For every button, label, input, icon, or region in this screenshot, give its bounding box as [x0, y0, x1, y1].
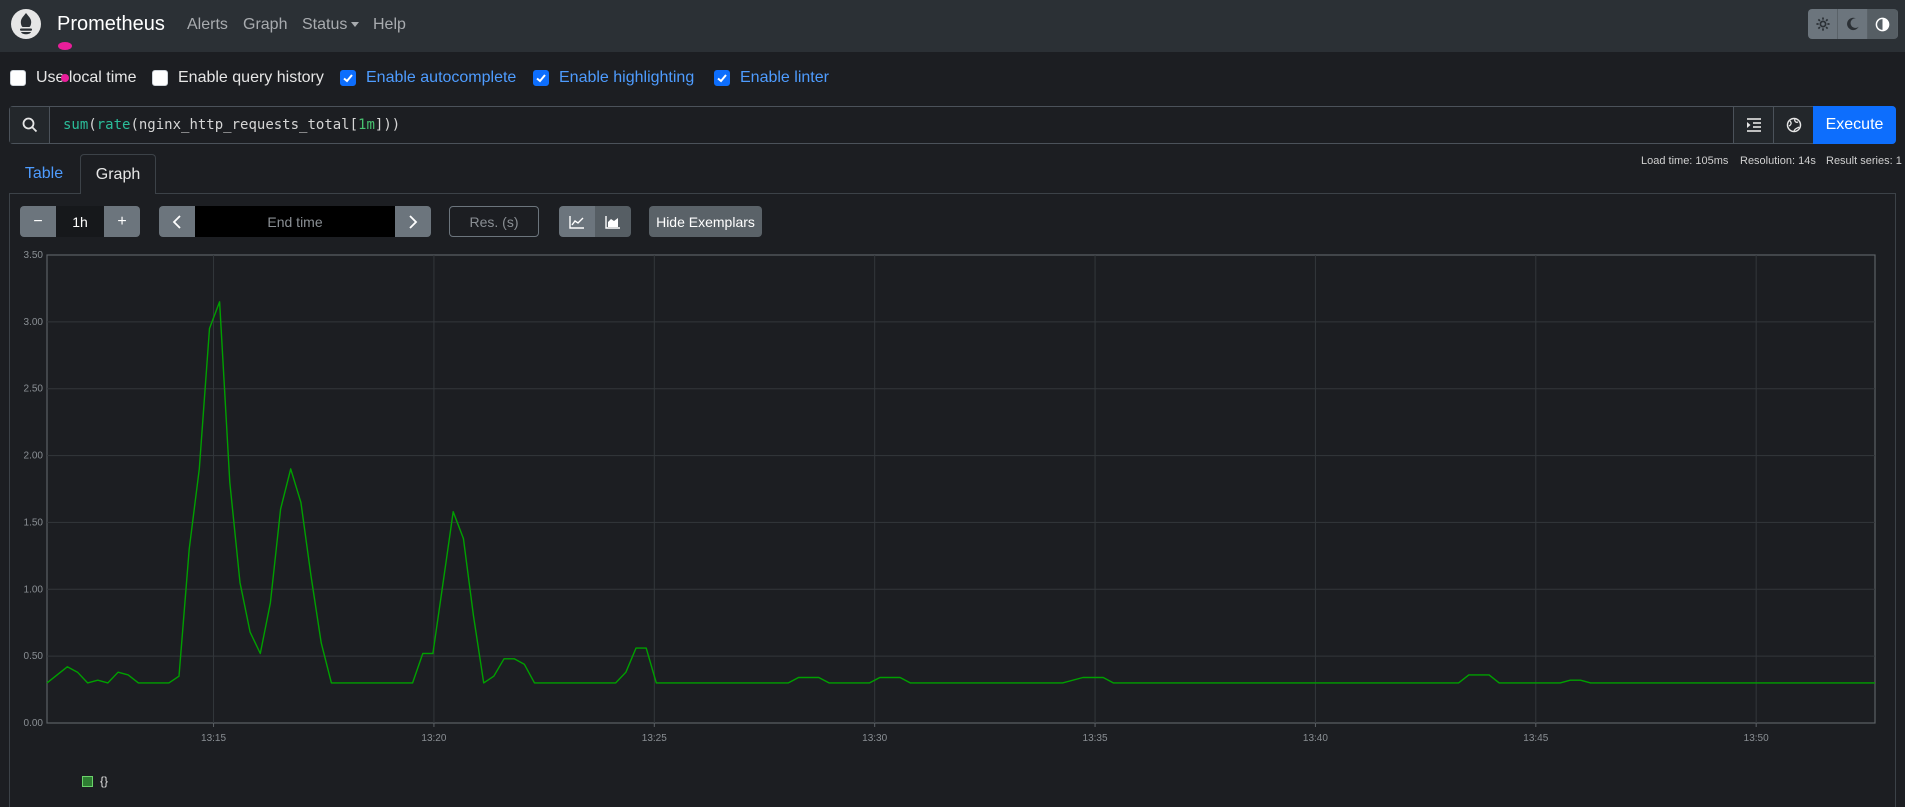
prometheus-logo-icon[interactable]: [10, 8, 42, 40]
checkbox-enable-autocomplete[interactable]: [340, 70, 356, 86]
brand-title[interactable]: Prometheus: [57, 13, 165, 35]
x-tick-label: 13:20: [421, 733, 446, 744]
previous-time-button[interactable]: [159, 206, 195, 237]
indent-icon: [1746, 118, 1761, 132]
metrics-explorer-button[interactable]: [1773, 107, 1813, 143]
x-tick-label: 13:30: [862, 733, 887, 744]
nav-status-label: Status: [302, 16, 348, 33]
search-icon-box: [10, 107, 50, 143]
resolution-stat: Resolution: 14s: [1740, 155, 1816, 167]
graph-chart[interactable]: 0.00 0.50 1.00 1.50 2.00 2.50 3.00 3.50 13:15 13:…: [0, 248, 1905, 758]
checkbox-enable-highlighting[interactable]: [533, 70, 549, 86]
legend-series-label[interactable]: {}: [100, 774, 109, 788]
check-icon: [536, 74, 546, 83]
area-chart-icon: [605, 215, 620, 229]
series-line[interactable]: [46, 301, 1875, 684]
y-tick-label: 0.00: [24, 718, 44, 729]
range-input[interactable]: 1h: [56, 206, 104, 237]
chevron-left-icon: [172, 214, 181, 229]
result-series-stat: Result series: 1: [1826, 155, 1902, 167]
theme-toggle-group: [1808, 9, 1898, 39]
query-token: sum: [63, 117, 89, 133]
nav-status[interactable]: Status: [302, 16, 360, 34]
option-enable-query-history[interactable]: Enable query history: [152, 64, 324, 92]
plot-border: [46, 254, 1876, 724]
load-time: Load time: 105ms: [1641, 155, 1729, 167]
increase-range-button[interactable]: +: [104, 206, 140, 237]
line-chart-icon: [569, 215, 584, 229]
checkbox-enable-linter[interactable]: [714, 70, 730, 86]
range-control: − 1h +: [20, 206, 140, 237]
option-enable-autocomplete[interactable]: Enable autocomplete: [340, 64, 516, 92]
query-token: rate: [96, 117, 131, 133]
tab-divider-left: [9, 193, 80, 194]
line-chart-button[interactable]: [559, 206, 595, 237]
x-tick-label: 13:35: [1083, 733, 1108, 744]
decrease-range-button[interactable]: −: [20, 206, 56, 237]
y-tick-label: 3.50: [24, 250, 44, 261]
query-expression-input[interactable]: sum(rate (nginx_http_requests_total[1m])): [50, 107, 1733, 143]
check-icon: [717, 74, 727, 83]
option-enable-linter[interactable]: Enable linter: [714, 64, 829, 92]
caret-down-icon: [351, 22, 360, 28]
query-token: (nginx_http_requests_total[: [130, 117, 359, 133]
y-tick-label: 0.50: [24, 651, 44, 662]
moon-icon: [1846, 17, 1859, 31]
option-label: Enable linter: [740, 69, 829, 86]
x-tick-label: 13:45: [1523, 733, 1548, 744]
cursor-dot: [61, 74, 69, 82]
check-icon: [343, 74, 353, 83]
auto-theme-button[interactable]: [1868, 9, 1898, 39]
nav-help[interactable]: Help: [373, 16, 406, 33]
dark-theme-button[interactable]: [1838, 9, 1868, 39]
option-label: Enable query history: [178, 69, 324, 86]
search-icon: [22, 117, 37, 133]
y-tick-label: 1.50: [24, 517, 44, 528]
hide-exemplars-button[interactable]: Hide Exemplars: [649, 206, 762, 237]
execute-button[interactable]: Execute: [1813, 106, 1896, 144]
x-tick-label: 13:40: [1303, 733, 1328, 744]
navbar: Prometheus Alerts Graph Status Help: [0, 0, 1905, 52]
nav-graph[interactable]: Graph: [243, 16, 288, 33]
end-time-control: End time: [159, 206, 431, 237]
option-label: Enable highlighting: [559, 69, 695, 86]
globe-icon: [1786, 117, 1801, 133]
query-token: 1m: [358, 117, 375, 133]
query-token: ])): [374, 117, 401, 133]
checkbox-enable-query-history[interactable]: [152, 70, 168, 86]
stacked-chart-button[interactable]: [595, 206, 631, 237]
chevron-right-icon: [409, 214, 418, 229]
x-tick-label: 13:25: [642, 733, 667, 744]
cursor-marker: [58, 42, 72, 50]
graph-panel: [9, 193, 1896, 807]
half-circle-icon: [1875, 17, 1890, 31]
query-token: (: [88, 117, 97, 133]
tab-graph[interactable]: Graph: [80, 154, 156, 194]
chart-type-toggle: [559, 206, 631, 237]
option-label: Use local time: [36, 69, 137, 86]
option-label: Enable autocomplete: [366, 69, 517, 86]
x-tick-label: 13:15: [201, 733, 226, 744]
checkbox-use-local-time[interactable]: [10, 70, 26, 86]
chart-legend: {}: [82, 773, 108, 789]
format-expression-button[interactable]: [1733, 107, 1773, 143]
x-tick-label: 13:50: [1744, 733, 1769, 744]
end-time-input[interactable]: End time: [195, 206, 395, 237]
nav-alerts[interactable]: Alerts: [187, 16, 228, 33]
tab-table[interactable]: Table: [24, 165, 64, 182]
next-time-button[interactable]: [395, 206, 431, 237]
y-tick-label: 2.00: [24, 451, 44, 462]
option-enable-highlighting[interactable]: Enable highlighting: [533, 64, 694, 92]
y-tick-label: 3.00: [24, 317, 44, 328]
y-tick-label: 1.00: [24, 584, 44, 595]
light-theme-button[interactable]: [1808, 9, 1838, 39]
query-bar: sum(rate (nginx_http_requests_total[1m]))…: [9, 106, 1896, 144]
legend-swatch[interactable]: [82, 775, 93, 787]
gear-icon: [1815, 17, 1830, 31]
tab-divider-right: [156, 193, 1896, 194]
resolution-input[interactable]: Res. (s): [449, 206, 539, 237]
y-tick-label: 2.50: [24, 384, 44, 395]
option-use-local-time[interactable]: Use local time: [10, 64, 136, 92]
